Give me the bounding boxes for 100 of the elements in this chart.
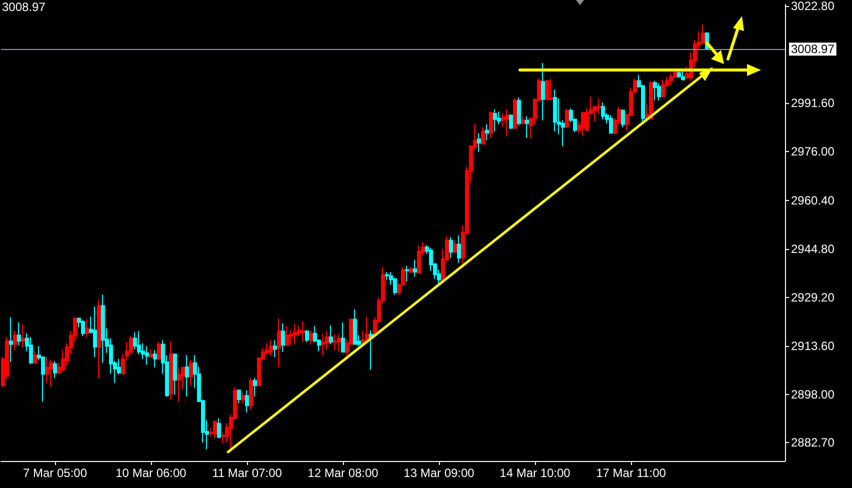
ref-line-label: 3008.97 xyxy=(791,42,835,56)
candlestick xyxy=(93,306,97,358)
candlestick xyxy=(565,108,569,129)
x-tick-label: 14 Mar 10:00 xyxy=(500,466,571,480)
candlestick xyxy=(509,114,513,130)
candlestick xyxy=(329,324,333,345)
candlestick xyxy=(137,330,141,355)
candlestick xyxy=(541,62,545,121)
candlestick xyxy=(21,324,25,348)
candlestick xyxy=(249,378,253,410)
candlestick xyxy=(253,377,257,398)
candlestick xyxy=(29,336,33,364)
y-tick-label: 2991.60 xyxy=(791,96,835,110)
candlestick xyxy=(17,322,21,346)
candlestick xyxy=(505,108,509,137)
candlestick xyxy=(153,350,157,368)
candlestick xyxy=(413,259,417,278)
candlestick xyxy=(553,88,557,132)
candlestick xyxy=(169,340,173,400)
candlestick xyxy=(97,299,101,378)
candlestick xyxy=(145,346,149,366)
candlestick xyxy=(49,360,53,388)
candlestick xyxy=(285,326,289,347)
candlestick xyxy=(457,234,461,264)
candlestick xyxy=(521,116,525,125)
candlestick xyxy=(157,342,161,361)
candlestick xyxy=(305,330,309,343)
candlestick xyxy=(517,97,521,126)
candlestick xyxy=(185,354,189,398)
candlestick xyxy=(309,330,313,345)
candlestick xyxy=(549,78,553,101)
candlestick xyxy=(13,330,17,351)
candlestick xyxy=(237,388,241,404)
candlestick xyxy=(545,80,549,101)
candlestick xyxy=(45,356,49,384)
y-tick-label: 2929.20 xyxy=(791,290,835,304)
candlestick xyxy=(33,350,37,364)
candlestick xyxy=(341,322,345,352)
candlestick xyxy=(241,392,245,404)
y-tick-label: 2976.00 xyxy=(791,144,835,159)
candlestick xyxy=(149,348,153,358)
candlestick xyxy=(333,334,337,351)
candlestick xyxy=(601,102,605,120)
candlestick xyxy=(581,112,585,137)
candlestick xyxy=(493,108,497,132)
x-tick-label: 11 Mar 07:00 xyxy=(212,466,282,480)
candlestick xyxy=(657,83,661,101)
candlestick xyxy=(369,330,373,370)
candlestick xyxy=(489,111,493,139)
y-tick-label: 2913.60 xyxy=(791,339,835,354)
candlestick xyxy=(485,124,489,141)
candlestick xyxy=(385,271,389,280)
candlestick xyxy=(281,322,285,352)
candlestick xyxy=(269,340,273,357)
y-tick-label: 2944.80 xyxy=(791,242,835,256)
y-tick-label: 3022.80 xyxy=(791,0,835,13)
candlestick xyxy=(293,324,297,345)
candlestick xyxy=(321,334,325,356)
candlestick xyxy=(609,114,613,134)
candlestick xyxy=(177,366,181,402)
candlestick xyxy=(213,420,217,439)
annotation: 3008.97 xyxy=(2,0,46,14)
candlestick xyxy=(417,244,421,274)
candlestick xyxy=(217,418,221,438)
candlestick xyxy=(325,330,329,351)
candlestick xyxy=(621,108,625,128)
x-tick-label: 17 Mar 11:00 xyxy=(596,466,666,480)
candlestick xyxy=(353,308,357,345)
x-tick-label: 7 Mar 05:00 xyxy=(22,466,88,480)
candlestick xyxy=(649,81,653,119)
candlestick xyxy=(273,340,277,358)
candlestick xyxy=(245,390,249,413)
candlestick xyxy=(301,320,305,343)
candlestick xyxy=(101,294,105,364)
candlestick xyxy=(173,354,177,396)
candlestick xyxy=(277,318,281,368)
candlestick xyxy=(9,316,13,362)
candlestick xyxy=(661,79,665,98)
candlestick xyxy=(453,240,457,254)
candlestick xyxy=(653,80,657,101)
candlestick xyxy=(449,236,453,258)
candlestick xyxy=(513,98,517,130)
candlestick xyxy=(681,69,685,80)
candlestick xyxy=(365,316,369,342)
x-tick-label: 12 Mar 08:00 xyxy=(308,466,379,480)
candlestick xyxy=(405,265,409,282)
y-tick-label: 2960.40 xyxy=(791,193,835,208)
candlestick xyxy=(409,266,413,274)
candlestick xyxy=(85,318,89,338)
x-tick-label: 10 Mar 06:00 xyxy=(116,466,187,480)
candlestick xyxy=(669,72,673,86)
y-tick-label: 2882.70 xyxy=(791,435,835,450)
candlestick xyxy=(481,126,485,144)
candlestick xyxy=(677,69,681,78)
candlestick xyxy=(525,116,529,139)
candlestick xyxy=(53,360,57,378)
y-tick-label: 2898.00 xyxy=(791,388,835,402)
candlestick xyxy=(133,332,137,350)
candlestick xyxy=(81,320,85,337)
candlestick xyxy=(337,334,341,352)
